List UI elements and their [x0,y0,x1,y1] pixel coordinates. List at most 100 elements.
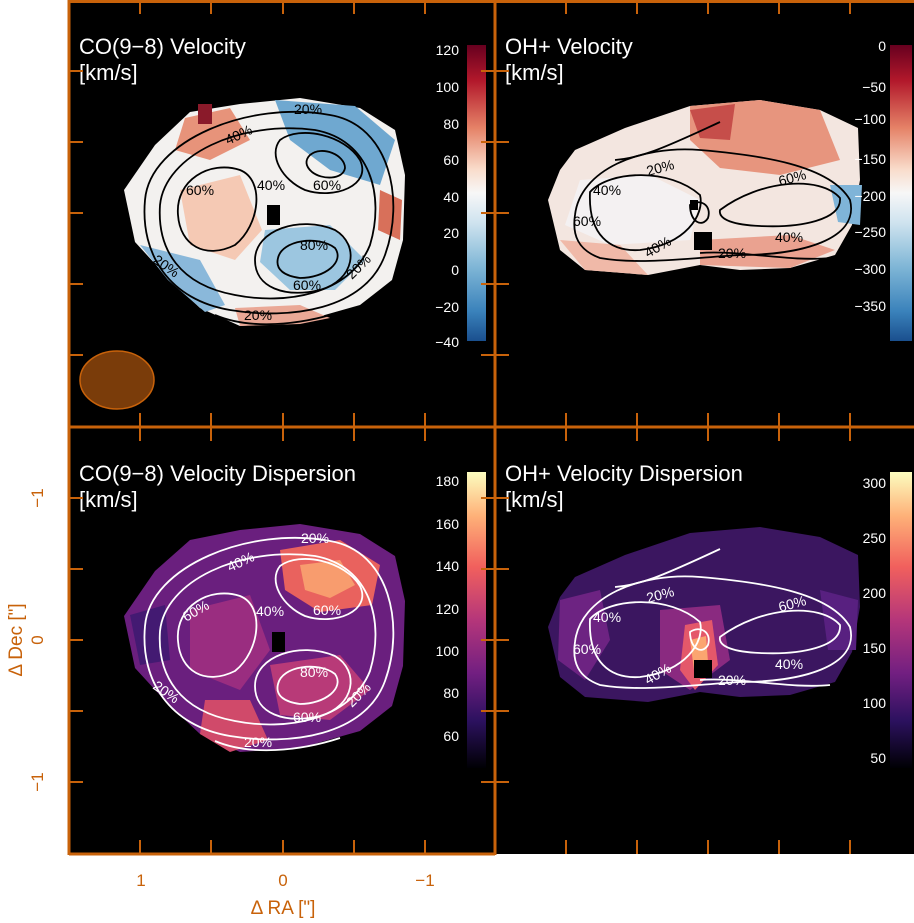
contour-label-20-north: 20% [645,583,676,606]
velocity-redshift-south [700,235,835,268]
panel-4-subtitle: [km/s] [505,487,564,512]
contour-bottom [214,737,341,752]
y-axis-label: Δ Dec ["] [6,603,27,676]
y-tick-label: −1 [28,488,47,507]
contour-label-40-east: 40% [775,656,803,672]
panel-ohp-velocity: 20% 40% 60% 60% 40% 40% 20% OH+ Velocity… [505,34,912,341]
cb2-tick: −200 [854,188,886,204]
panel-co-velocity: 20% 40% 60% 40% 60% 80% 20% 60% 20% 20% … [79,34,486,410]
masked-center-pixel [272,632,285,652]
colorbar-4-ticks: 300 250 200 150 100 50 [863,475,887,766]
panel-1-subtitle: [km/s] [79,60,138,85]
cb2-tick: −300 [854,261,886,277]
contour-label-60-right: 60% [313,177,341,193]
y-tick-label: −1 [28,772,47,791]
contour-se-lobe [254,649,352,720]
x-tick-label: −1 [415,871,434,890]
contour-north [614,548,721,588]
contour-label-20-bottom: 20% [244,734,272,750]
panel-3-title: CO(9−8) Velocity Dispersion [79,461,356,486]
cb4-tick: 100 [863,695,887,711]
contour-label-20-south: 20% [718,245,746,261]
contours [573,548,852,689]
contour-labels: 20% 40% 60% 40% 60% 80% 20% 60% 20% 20% [150,101,374,323]
cb2-tick: −250 [854,224,886,240]
x-tick-label: 1 [136,871,145,890]
contour-west-lobe [177,592,258,678]
contour-middle-west [589,174,702,251]
cb4-tick: 200 [863,585,887,601]
x-axis: 1 0 −1 Δ RA ["] [136,871,434,919]
panel-3-subtitle: [km/s] [79,487,138,512]
masked-center-pixel [694,232,712,250]
contours [573,121,852,262]
contour-south [699,251,831,260]
cb3-tick: 140 [436,558,460,574]
contour-label-20-top: 20% [301,530,329,546]
cb3-tick: 180 [436,473,460,489]
panel-2-title: OH+ Velocity [505,34,633,59]
y-tick-label: 0 [28,635,47,644]
contour-south [699,678,831,687]
contour-label-60-right: 60% [313,602,341,618]
cb2-tick: −350 [854,298,886,314]
contour-se-inner [276,239,339,279]
cb3-tick: 80 [443,685,459,701]
contour-label-20-top: 20% [294,101,322,117]
masked-center-pixel [694,660,712,678]
cb2-tick: 0 [878,38,886,54]
colorbar-1-ticks: 120 100 80 60 40 20 0 −20 −40 [435,42,459,350]
x-axis-label: Δ RA ["] [251,898,316,919]
cb3-tick: 160 [436,516,460,532]
contour-label-40-west: 40% [593,609,621,625]
cb3-tick: 120 [436,601,460,617]
tick-marks [69,0,851,854]
contour-label-60-west: 60% [573,213,601,229]
panel-1-title: CO(9−8) Velocity [79,34,246,59]
contour-middle-west [589,601,702,678]
contours [143,536,395,752]
panel-4-title: OH+ Velocity Dispersion [505,461,743,486]
contour-nw-lobe [274,558,364,621]
velocity-blueshift-southwest [140,245,225,312]
contour-label-20-south: 20% [718,672,746,688]
contour-label-80: 80% [300,664,328,680]
cb1-tick: 20 [443,225,459,241]
y-axis: −1 0 −1 Δ Dec ["] [6,488,47,791]
contour-outer [143,536,395,741]
contour-nw-lobe [274,132,364,195]
cb2-tick: −100 [854,111,886,127]
colorbar-4 [890,472,912,768]
contour-north [614,121,721,161]
panel-co-dispersion: 20% 40% 60% 40% 60% 80% 20% 60% 20% 20% … [79,461,486,768]
contour-inner [689,628,710,651]
contour-west-lobe [177,166,258,252]
velocity-white-core [565,175,700,245]
contour-label-60-east: 60% [777,166,808,189]
contour-label-40-center: 40% [257,177,285,193]
velocity-darkred-pixels [198,104,212,124]
colorbar-3 [467,472,486,768]
beam-ellipse [79,350,155,410]
cb4-tick: 50 [870,750,886,766]
contour-label-20-bottom: 20% [244,307,272,323]
contour-nw-inner [305,150,346,179]
velocity-redshift-east [378,190,402,240]
contour-bottom [214,311,341,326]
cb1-tick: −40 [435,334,459,350]
contours [143,110,395,326]
dispersion-mid-east [820,590,858,650]
contour-se-lobe [254,223,352,294]
cb1-tick: 100 [436,79,460,95]
masked-center-pixel [267,205,280,225]
colorbar-1 [467,45,486,341]
contour-outer [573,148,852,262]
contour-se-inner [276,665,339,705]
contour-middle [158,553,377,726]
cb4-tick: 250 [863,530,887,546]
cb3-tick: 60 [443,728,459,744]
cb1-tick: 40 [443,189,459,205]
cb2-tick: −150 [854,151,886,167]
contour-middle-east [719,182,841,228]
contour-middle-east [719,609,841,655]
